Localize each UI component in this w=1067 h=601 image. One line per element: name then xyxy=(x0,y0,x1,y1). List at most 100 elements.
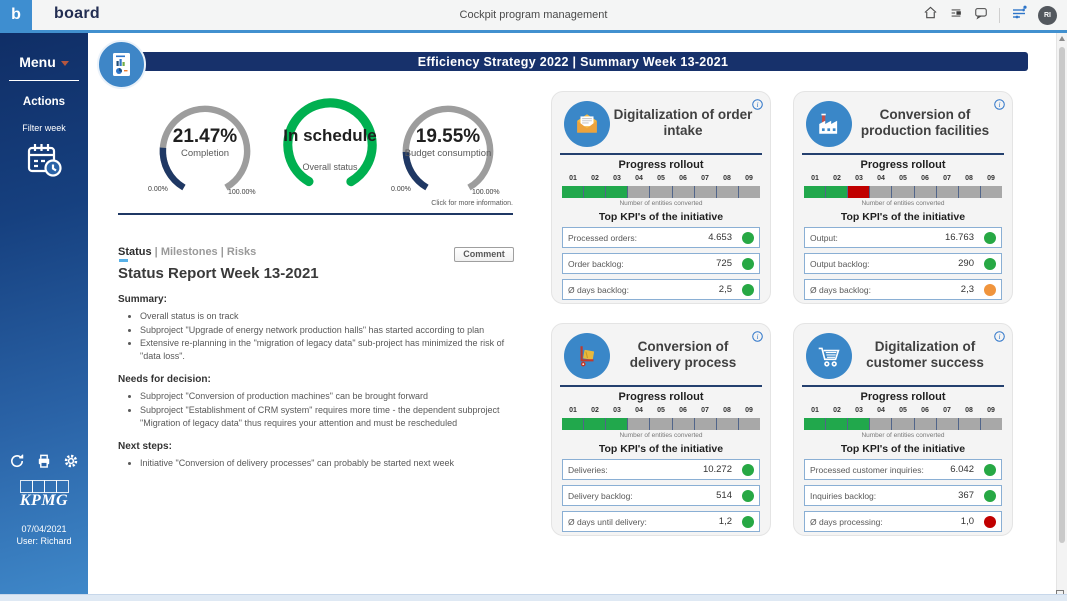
completion-gauge[interactable]: 21.47% Completion xyxy=(150,96,260,206)
kpi-row[interactable]: Ø days until delivery: 1,2 xyxy=(562,511,760,532)
gear-icon[interactable] xyxy=(63,453,79,474)
kpi-row[interactable]: Deliveries: 10.272 xyxy=(562,459,760,480)
card-title: Conversion of delivery process xyxy=(629,339,737,370)
current-user: User: Richard xyxy=(16,536,72,546)
chat-icon[interactable] xyxy=(974,6,988,25)
kpi-label: Output: xyxy=(810,232,838,243)
segment-label: 09 xyxy=(987,407,995,414)
calendar-clock-icon xyxy=(24,140,64,185)
kpi-title: Top KPI's of the initiative xyxy=(598,211,724,223)
progress-bar xyxy=(804,186,1002,198)
completion-min-label: 0.00% xyxy=(148,186,168,193)
kpi-value: 290 xyxy=(958,258,974,269)
kpi-label: Ø days processing: xyxy=(810,516,883,527)
tab-milestones[interactable]: Milestones xyxy=(160,246,218,258)
segment-label: 06 xyxy=(679,407,687,414)
kpi-row[interactable]: Inquiries backlog: 367 xyxy=(804,485,1002,506)
report-date: 07/04/2021 xyxy=(21,524,67,534)
tab-risks[interactable]: Risks xyxy=(226,246,257,258)
progress-segment xyxy=(715,186,738,198)
kpi-row[interactable]: Output backlog: 290 xyxy=(804,253,1002,274)
progress-segment xyxy=(693,418,716,430)
segment-label: 02 xyxy=(591,175,599,182)
segment-label: 07 xyxy=(701,407,709,414)
card-divider xyxy=(560,153,762,155)
svg-text:i: i xyxy=(998,100,1000,109)
filter-week-label: Filter week xyxy=(22,123,66,133)
info-icon[interactable]: i xyxy=(994,97,1005,110)
kpi-row[interactable]: Order backlog: 725 xyxy=(562,253,760,274)
kpi-value: 2,5 xyxy=(718,284,732,295)
bullet-item: Subproject "Establishment of CRM system"… xyxy=(140,404,516,429)
vertical-scrollbar[interactable] xyxy=(1056,33,1067,594)
progress-segment xyxy=(847,186,870,198)
filters-icon[interactable] xyxy=(1011,5,1027,26)
menu-label: Menu xyxy=(19,54,56,70)
kpi-row[interactable]: Ø days backlog: 2,3 xyxy=(804,279,1002,300)
kpi-title: Top KPI's of the initiative xyxy=(840,211,966,223)
section-divider xyxy=(118,213,513,215)
board-logo-mark[interactable]: b xyxy=(0,0,32,30)
filter-week-button[interactable] xyxy=(0,140,88,185)
progress-segment xyxy=(583,418,606,430)
horizontal-scrollbar-track[interactable] xyxy=(0,594,1067,601)
segment-label: 01 xyxy=(811,175,819,182)
menu-button[interactable]: Menu xyxy=(0,54,88,70)
segment-label: 08 xyxy=(965,407,973,414)
progress-segment xyxy=(869,418,892,430)
comment-button[interactable]: Comment xyxy=(454,247,514,262)
segment-label: 07 xyxy=(701,175,709,182)
kpi-label: Inquiries backlog: xyxy=(810,490,877,501)
kpi-row[interactable]: Ø days backlog: 2,5 xyxy=(562,279,760,300)
topbar: b board Cockpit program management RI xyxy=(0,0,1067,30)
segment-label: 02 xyxy=(591,407,599,414)
refresh-icon[interactable] xyxy=(9,453,25,474)
progress-segment xyxy=(627,186,650,198)
status-dot xyxy=(742,257,754,270)
progress-segment xyxy=(891,418,914,430)
kpi-title: Top KPI's of the initiative xyxy=(598,443,724,455)
tab-status[interactable]: Status xyxy=(118,246,152,258)
print-icon[interactable] xyxy=(36,453,52,474)
board-logo-wordmark[interactable]: board xyxy=(54,5,100,22)
kpi-row[interactable]: Ø days processing: 1,0 xyxy=(804,511,1002,532)
gauge-footnote[interactable]: Click for more information. xyxy=(431,200,513,207)
kpi-list: Processed orders: 4.653 Order backlog: 725… xyxy=(562,227,760,305)
progress-bar xyxy=(804,418,1002,430)
kpi-row[interactable]: Processed orders: 4.653 xyxy=(562,227,760,248)
progress-segment xyxy=(562,418,584,430)
status-panel: Status | Milestones | Risks Comment Stat… xyxy=(118,246,516,471)
progress-segment xyxy=(979,186,1002,198)
page-title: Efficiency Strategy 2022 | Summary Week … xyxy=(417,54,729,69)
screens-icon[interactable] xyxy=(949,6,963,25)
home-icon[interactable] xyxy=(923,5,938,25)
topbar-divider xyxy=(999,7,1000,23)
info-icon[interactable]: i xyxy=(994,329,1005,342)
budget-gauge[interactable]: 19.55% Budget consumption xyxy=(393,96,503,206)
kpi-label: Ø days until delivery: xyxy=(568,516,647,527)
segment-label: 03 xyxy=(613,407,621,414)
progress-segment xyxy=(957,418,980,430)
overall-status-gauge[interactable]: In schedule Overall status xyxy=(275,90,385,200)
topbar-accent-line xyxy=(0,30,1067,33)
progress-segment xyxy=(825,186,848,198)
kpi-row[interactable]: Output: 16.763 xyxy=(804,227,1002,248)
status-dot xyxy=(742,231,754,244)
kpi-row[interactable]: Delivery backlog: 514 xyxy=(562,485,760,506)
scroll-up-icon[interactable] xyxy=(1059,36,1065,41)
sidebar-tools xyxy=(0,453,88,474)
info-icon[interactable]: i xyxy=(752,329,763,342)
kpi-row[interactable]: Processed customer inquiries: 6.042 xyxy=(804,459,1002,480)
progress-segment xyxy=(913,418,936,430)
user-avatar[interactable]: RI xyxy=(1038,5,1057,25)
kpmg-logo-text: KPMG xyxy=(19,492,69,509)
card-production-facilities: Conversion of production facilities i Pr… xyxy=(793,91,1013,304)
progress-segment xyxy=(583,186,606,198)
progress-segment xyxy=(649,418,672,430)
scrollbar-thumb[interactable] xyxy=(1059,47,1065,543)
info-icon[interactable]: i xyxy=(752,97,763,110)
tab-separator: | xyxy=(151,246,161,258)
progress-segment xyxy=(605,186,628,198)
segment-label: 02 xyxy=(833,407,841,414)
